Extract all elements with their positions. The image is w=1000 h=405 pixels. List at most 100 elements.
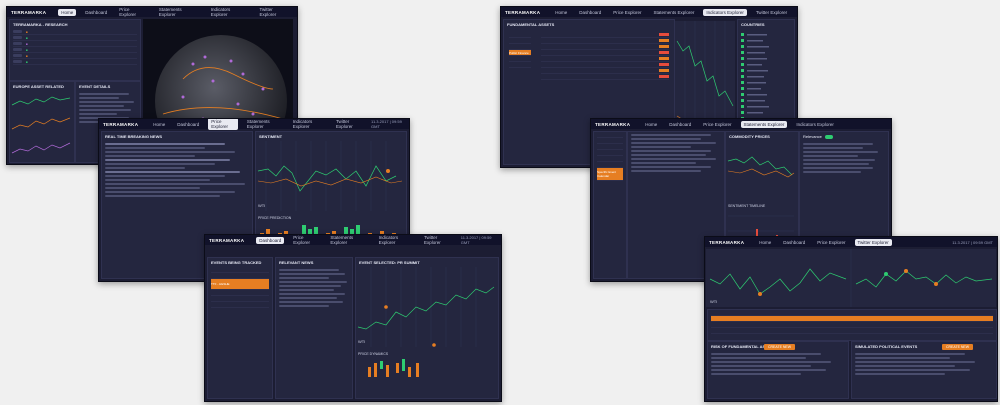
list-item[interactable] [211, 302, 269, 308]
list-item[interactable] [211, 267, 269, 273]
brand-logo: TERRAMARKA [103, 121, 139, 127]
table-row[interactable] [541, 74, 669, 80]
list-item[interactable] [509, 38, 531, 44]
list-item[interactable] [597, 162, 623, 168]
nav-dashboard[interactable]: Dashboard [783, 239, 806, 245]
nav-dashboard[interactable]: Dashboard [85, 9, 108, 15]
simulated-events-panel: SIMULATED POLITICAL EVENTS CREATE NEW [851, 341, 997, 399]
list-item-selected[interactable]: TTF - HESHE [211, 279, 269, 290]
nav-twitter[interactable]: Twitter Explorer [423, 235, 441, 245]
table-row[interactable] [711, 310, 993, 316]
list-item[interactable] [211, 290, 269, 296]
brand-logo: TERRAMARKA [209, 237, 245, 243]
nav-price[interactable]: Price Explorer [817, 239, 846, 245]
list-item[interactable]: ■ [13, 41, 137, 47]
panel-title: COUNTRIES [741, 22, 765, 27]
panel-title: SIMULATED POLITICAL EVENTS [855, 344, 918, 349]
list-item-label: Specific Event Calendar [597, 170, 617, 178]
europe-panel: EUROPE ASSET RELATED [9, 81, 75, 163]
nav-twitter[interactable]: Twitter Explorer [755, 9, 788, 15]
nav-twitter[interactable]: Twitter Explorer [259, 7, 277, 17]
list-item[interactable] [509, 62, 531, 68]
table-row[interactable] [541, 32, 669, 38]
nav-dashboard[interactable]: Dashboard [256, 236, 285, 244]
create-new-left-button[interactable]: CREATE NEW [764, 344, 796, 350]
table-row[interactable] [541, 50, 669, 56]
panel-title: EVENT DETAILS [79, 84, 111, 89]
nav-home[interactable]: Home [555, 9, 568, 15]
nav-twitter[interactable]: Twitter Explorer [854, 238, 892, 246]
create-new-right-button[interactable]: CREATE NEW [942, 344, 974, 350]
topbar: TERRAMARKA Home Dashboard Price Explorer… [99, 119, 409, 130]
list-item[interactable] [509, 32, 531, 38]
nav-home[interactable]: Home [58, 8, 77, 16]
table-row-selected[interactable] [711, 316, 993, 322]
event-category-panel: Specific Event Calendar [593, 131, 627, 279]
nav-statements[interactable]: Statements Explorer [330, 235, 354, 245]
nav-price[interactable]: Price Explorer [613, 9, 642, 15]
nav-home[interactable]: Home [645, 121, 658, 127]
nav-price[interactable]: Price Explorer [293, 235, 311, 245]
list-item[interactable]: ■ [13, 59, 137, 65]
sub-title: SENTIMENT TIMELINE [728, 204, 766, 208]
table-row[interactable] [541, 68, 669, 74]
nav-price[interactable]: Price Explorer [119, 7, 137, 17]
table-row[interactable] [541, 56, 669, 62]
timeline-chart: WTI PRICE DYNAMICS [357, 267, 495, 377]
topbar: TERRAMARKA Dashboard Price Explorer Stat… [205, 235, 501, 245]
table-row[interactable] [711, 328, 993, 334]
nav-twitter[interactable]: Twitter Explorer [336, 119, 353, 129]
list-item-selected[interactable]: Public Finance [509, 50, 531, 56]
nav-price[interactable]: Price Explorer [703, 121, 732, 127]
nav-statements[interactable]: Statements Explorer [158, 7, 182, 17]
nav-price[interactable]: Price Explorer [208, 119, 238, 130]
table-row[interactable] [541, 62, 669, 68]
nav-indicators[interactable]: Indicators Explorer [210, 7, 231, 17]
price-dynamics-bars [368, 359, 419, 377]
clock: 11.3.2017 | 09:59 GMT [952, 239, 993, 245]
list-item[interactable] [597, 132, 623, 138]
list-item[interactable] [211, 296, 269, 302]
brand-logo: TERRAMARKA [11, 9, 47, 15]
list-item[interactable]: ■ [13, 53, 137, 59]
table-row[interactable] [541, 38, 669, 44]
clock: 11.3.2017 | 09:59 GMT [371, 119, 402, 129]
nav-home[interactable]: Home [759, 239, 772, 245]
panel-title: TERRAMARKA - RESEARCH [13, 22, 68, 27]
list-item[interactable]: ■ [13, 29, 137, 35]
nav-indicators[interactable]: Indicators Explorer [292, 119, 313, 129]
list-item[interactable] [597, 138, 623, 144]
table-row[interactable] [711, 322, 993, 328]
nav-indicators[interactable]: Indicators Explorer [796, 121, 834, 127]
nav-statements[interactable]: Statements Explorer [740, 120, 788, 128]
list-item[interactable] [211, 273, 269, 279]
ticker-label: WTI [710, 299, 717, 304]
list-item[interactable]: ■ [13, 35, 137, 41]
event-selected-panel: EVENT SELECTED: PR SUMMIT WTI PRICE DYNA… [355, 257, 499, 399]
list-item[interactable]: ■ [13, 47, 137, 53]
nav-statements[interactable]: Statements Explorer [653, 9, 695, 15]
nav-dashboard[interactable]: Dashboard [669, 121, 692, 127]
screen-events: TERRAMARKA Home Dashboard Price Explorer… [590, 118, 892, 282]
nav-indicators[interactable]: Indicators Explorer [378, 235, 399, 245]
ticker-label: WTI [358, 339, 365, 344]
list-item[interactable] [509, 44, 531, 50]
relevance-toggle[interactable] [824, 134, 833, 139]
list-item[interactable] [509, 56, 531, 62]
sub-title: PRICE DYNAMICS [358, 352, 389, 356]
nav-dashboard[interactable]: Dashboard [579, 9, 602, 15]
nav-indicators[interactable]: Indicators Explorer [703, 8, 747, 16]
list-item[interactable] [597, 144, 623, 150]
nav-dashboard[interactable]: Dashboard [177, 121, 200, 127]
list-item[interactable] [597, 150, 623, 156]
list-item[interactable] [597, 156, 623, 162]
panel-title: EVENT SELECTED: PR SUMMIT [359, 260, 420, 265]
nav-home[interactable]: Home [153, 121, 166, 127]
table-row[interactable] [541, 44, 669, 50]
topbar: TERRAMARKA Home Dashboard Price Explorer… [705, 237, 997, 247]
panel-title: FUNDAMENTAL ASSETS [507, 22, 555, 27]
screen-timeline: TERRAMARKA Dashboard Price Explorer Stat… [204, 234, 502, 402]
brand-logo: TERRAMARKA [709, 239, 745, 245]
nav-statements[interactable]: Statements Explorer [246, 119, 270, 129]
list-item-selected[interactable]: Specific Event Calendar [597, 168, 623, 181]
